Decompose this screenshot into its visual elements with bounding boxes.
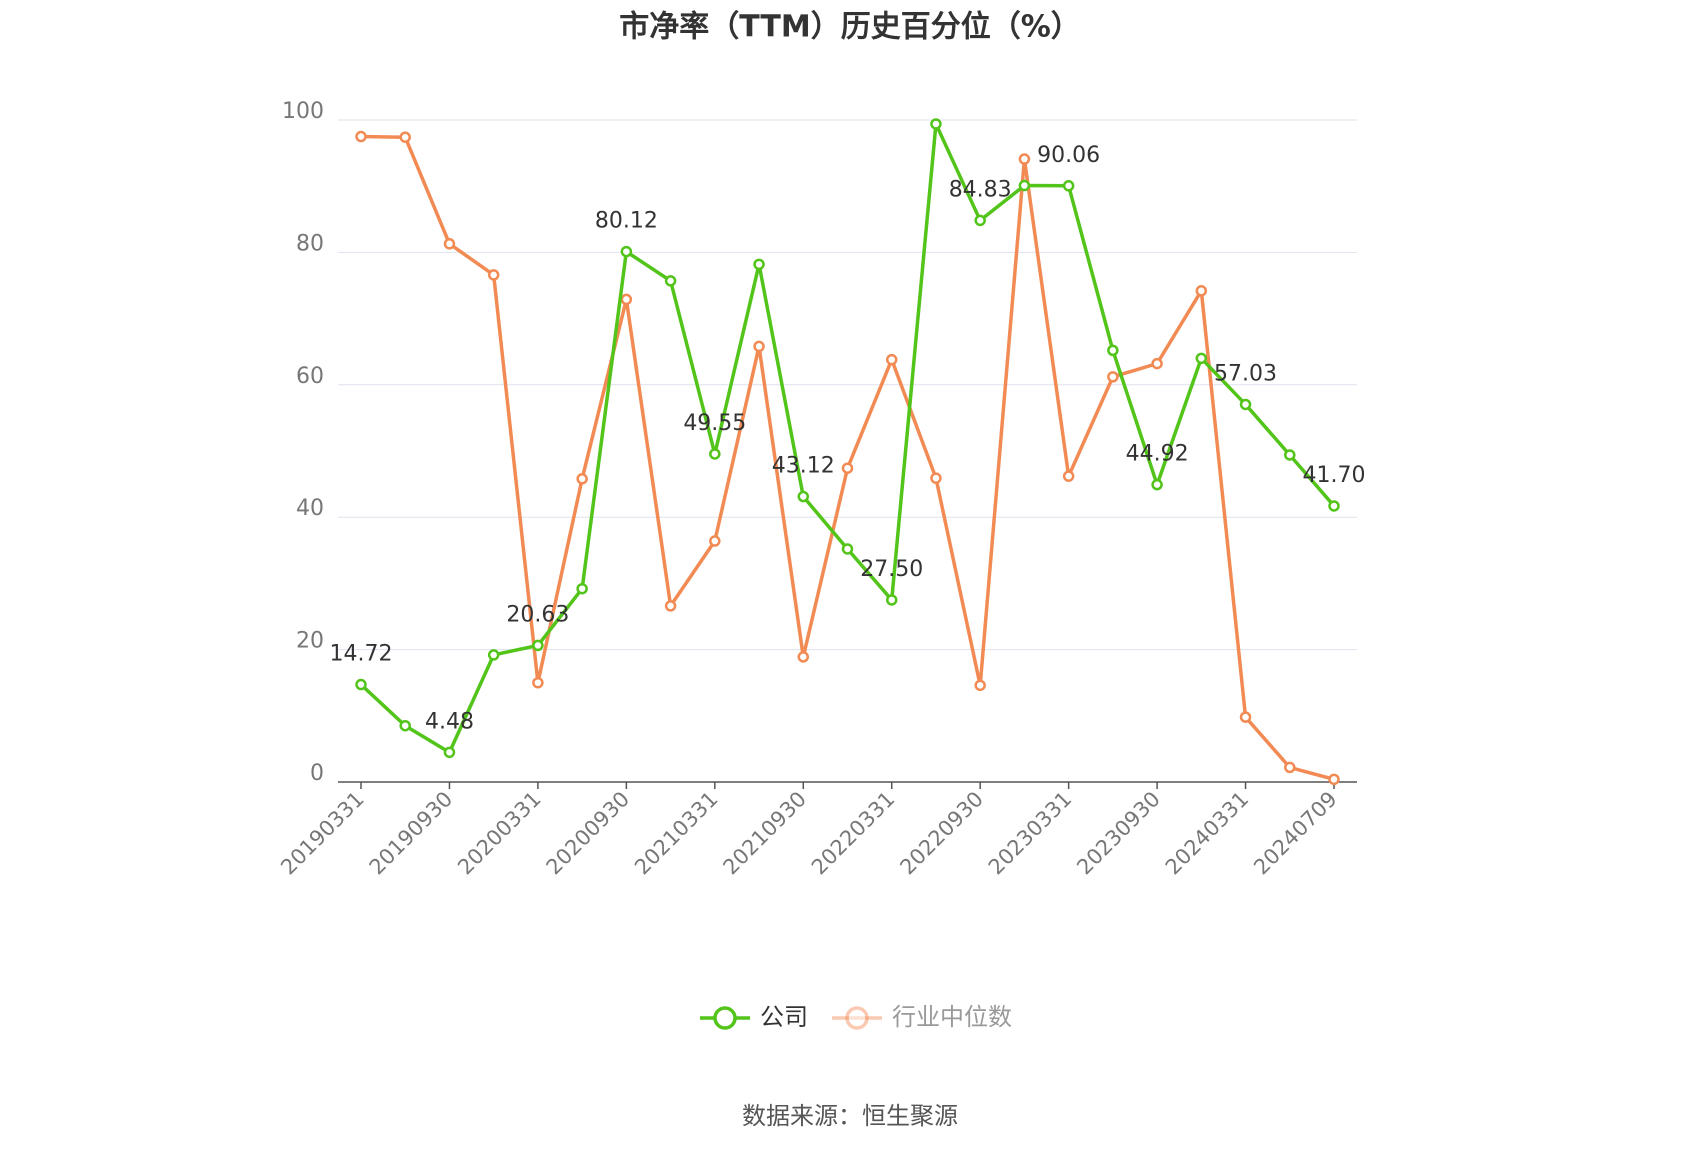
data-point (576, 582, 588, 595)
data-point (1239, 711, 1252, 723)
data-point (1284, 449, 1296, 461)
data-point (1284, 761, 1296, 774)
x-tick-label: 20220331 (807, 787, 900, 880)
legend-label: 公司 (760, 1003, 808, 1031)
data-point (620, 293, 633, 306)
data-point (355, 130, 367, 143)
y-tick-label: 40 (296, 496, 324, 521)
data-point (841, 462, 854, 474)
y-tick-label: 100 (282, 99, 324, 124)
x-tick-label: 20240709 (1249, 787, 1342, 880)
series-line (359, 122, 1336, 755)
data-point (1062, 470, 1075, 482)
data-point (974, 679, 986, 692)
data-point (885, 353, 898, 366)
data-point (1328, 773, 1340, 786)
data-point (532, 639, 544, 652)
data-label: 20.63 (506, 602, 569, 627)
y-tick-label: 60 (296, 364, 324, 389)
x-tick-label: 20230930 (1072, 787, 1165, 880)
data-point (1328, 500, 1340, 512)
data-point (532, 676, 544, 689)
data-point (1107, 371, 1119, 383)
data-point (487, 649, 500, 661)
legend-label: 行业中位数 (892, 1003, 1012, 1031)
data-point (885, 594, 898, 606)
x-tick-label: 20210930 (718, 787, 811, 880)
y-tick-label: 80 (296, 231, 324, 256)
data-point (841, 543, 854, 555)
data-label: 4.48 (425, 709, 474, 734)
x-tick-label: 20190331 (276, 787, 369, 880)
data-point (664, 600, 677, 612)
y-tick-label: 20 (296, 629, 324, 654)
data-point (443, 746, 456, 759)
data-point (576, 473, 588, 485)
data-point (797, 651, 810, 663)
data-point (443, 238, 456, 250)
x-tick-label: 20200930 (542, 787, 635, 880)
data-point (974, 214, 986, 227)
data-label: 41.70 (1303, 463, 1366, 488)
data-point (930, 118, 942, 130)
data-point (1018, 153, 1031, 165)
data-point (1018, 179, 1031, 192)
x-tick-label: 20200331 (453, 787, 546, 880)
data-point (1195, 352, 1208, 365)
data-point (399, 131, 411, 143)
data-label: 80.12 (595, 209, 658, 234)
data-label: 84.83 (949, 177, 1012, 202)
data-label: 14.72 (330, 642, 393, 667)
data-point (487, 269, 500, 281)
data-point (1151, 357, 1163, 370)
source-note: 数据来源：恒生聚源 (742, 1102, 958, 1130)
legend-marker (845, 1006, 869, 1030)
data-point (797, 490, 810, 503)
data-point (664, 275, 677, 287)
chart-title: 市净率（TTM）历史百分位（%） (619, 10, 1081, 45)
x-tick-label: 20210331 (630, 787, 723, 880)
x-tick-label: 20240331 (1161, 787, 1254, 880)
data-point (753, 258, 765, 271)
x-tick-label: 20220930 (895, 787, 988, 880)
data-label: 49.55 (683, 411, 746, 436)
data-point (1239, 398, 1252, 411)
data-point (753, 340, 765, 353)
data-point (1107, 344, 1119, 357)
data-point (709, 448, 721, 460)
legend-marker (713, 1006, 737, 1030)
data-point (709, 535, 721, 547)
data-label: 90.06 (1037, 143, 1100, 168)
data-point (620, 245, 633, 258)
data-point (399, 719, 411, 732)
data-label: 57.03 (1214, 361, 1277, 386)
data-point (355, 678, 367, 691)
data-point (930, 472, 942, 484)
data-label: 44.92 (1126, 442, 1189, 467)
y-tick-label: 0 (310, 761, 324, 786)
data-point (1195, 285, 1208, 297)
data-label: 43.12 (772, 454, 835, 479)
data-point (1151, 478, 1163, 491)
data-label: 27.50 (860, 557, 923, 582)
data-point (1062, 180, 1075, 192)
x-tick-label: 20190930 (365, 787, 458, 880)
x-tick-label: 20230331 (984, 787, 1077, 880)
